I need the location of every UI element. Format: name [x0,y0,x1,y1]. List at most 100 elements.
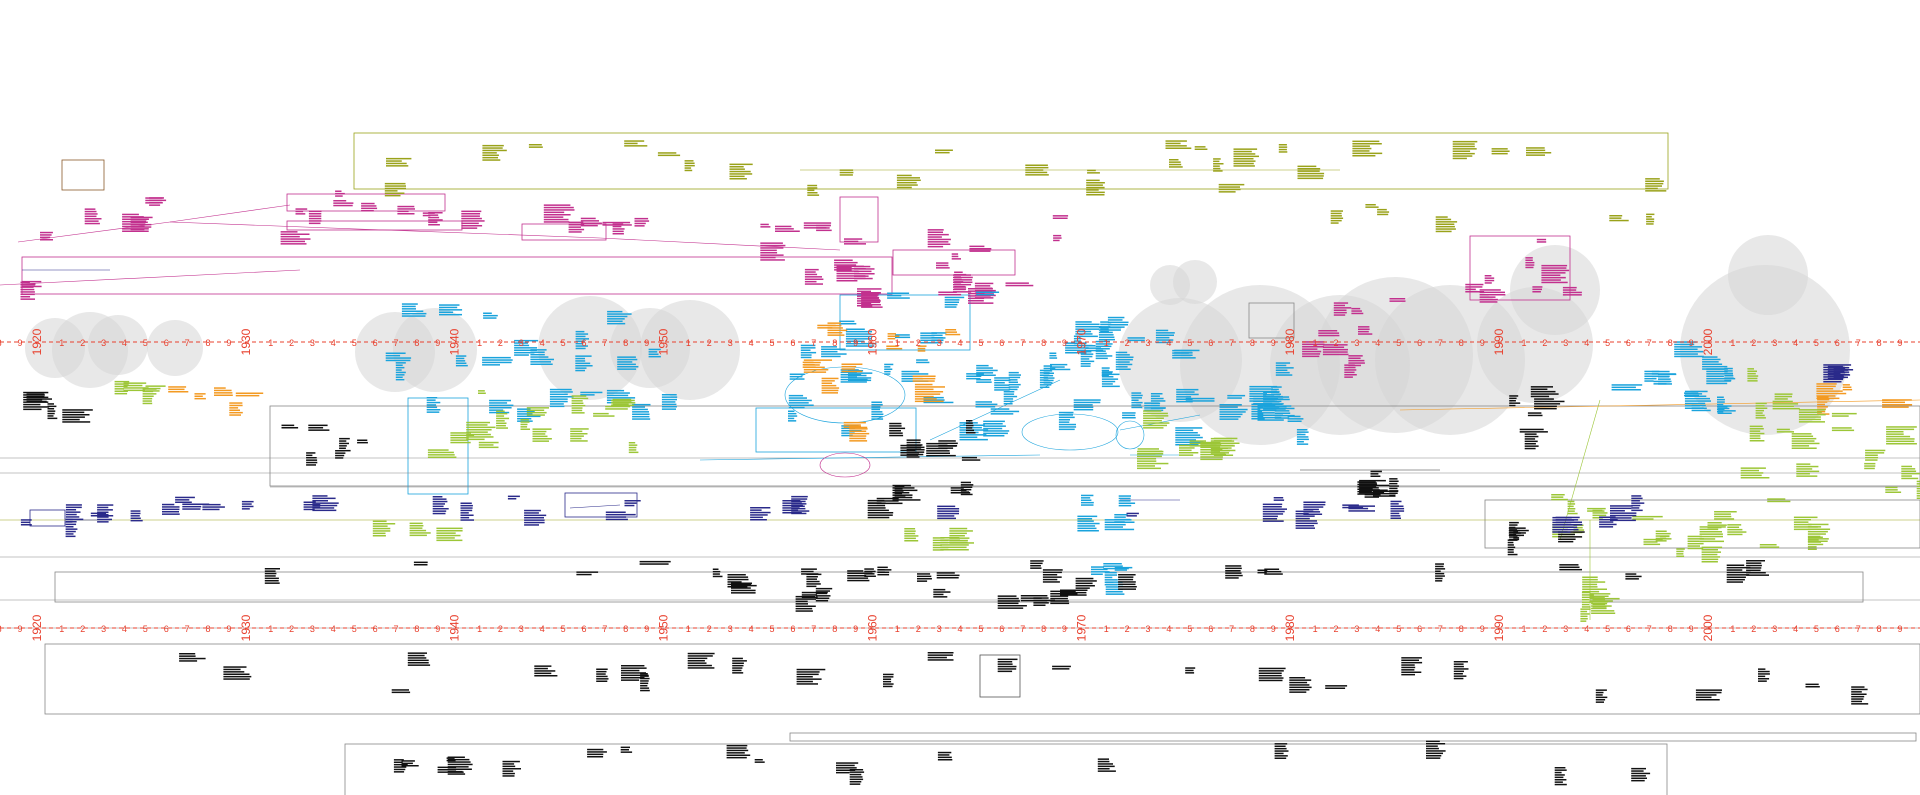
note-line [1643,541,1658,543]
note-line [1389,300,1406,302]
note-line [1219,416,1241,418]
note-line [953,286,967,288]
tick-number: 3 [1772,624,1777,634]
note-line [1452,145,1475,148]
note-line [1755,412,1763,414]
note-line [836,769,856,771]
note-line [1554,774,1565,776]
note-line [1344,364,1355,366]
note-line [1687,542,1704,545]
note-line [1118,502,1136,504]
note-line [854,273,875,275]
note-line [1095,343,1113,345]
note-line [1702,361,1719,363]
note-line [1645,180,1664,182]
note-line [1365,206,1379,208]
note-line [912,377,936,380]
note-line [1823,373,1850,376]
note-line [854,275,869,277]
note-line [867,512,894,514]
tick-number: 3 [1563,624,1568,634]
note-line [1275,369,1288,371]
note-line [1453,677,1464,680]
note-line [461,227,478,229]
note-line [1755,405,1765,407]
note-line [482,159,501,161]
note-line [447,770,463,773]
note-line [1086,186,1105,189]
note-line [628,444,638,446]
note-line [884,373,891,375]
note-line [976,372,994,374]
note-line [1189,440,1206,442]
tick-number: 6 [1417,338,1422,348]
note-line [1213,163,1224,165]
note-line [65,509,77,511]
note-line [1389,487,1398,490]
note-line [927,654,953,656]
note-line [1592,601,1608,603]
note-line [1118,574,1136,576]
note-line [530,363,553,365]
note-line [731,589,756,592]
note-line [632,408,648,411]
note-line [901,378,924,380]
note-line [1524,433,1537,435]
note-line [687,655,713,657]
note-line [867,509,889,512]
note-line [280,240,305,243]
tick-number: 1 [1730,338,1735,348]
note-line [575,360,586,362]
note-line [482,149,507,152]
note-line [886,347,903,350]
note-line [1003,403,1013,405]
note-line [1541,281,1568,284]
note-line [944,299,960,301]
note-line [1352,143,1382,145]
note-line [482,356,511,359]
note-line [1509,533,1517,536]
bubble-15 [1510,245,1600,335]
note-line [1827,370,1845,373]
note-line [976,379,992,381]
tick-number: 1 [477,624,482,634]
tick-number: 7 [1647,624,1652,634]
note-line [447,768,472,770]
note-line [1567,503,1576,505]
note-line [1200,444,1222,446]
note-line [806,583,821,585]
note-line [1257,569,1268,571]
bubble-5 [393,308,477,392]
note-line [1793,516,1818,519]
tick-number: 2 [707,338,712,348]
note-line [395,362,406,364]
note-line [1625,578,1639,580]
note-line [466,424,488,426]
note-line [114,388,124,390]
note-line [1532,286,1543,288]
note-line [949,539,968,542]
note-line [1886,433,1904,435]
note-line [782,509,799,512]
note-line [1357,481,1376,483]
note-line [460,502,472,504]
note-line [791,510,810,512]
note-line [1357,483,1378,486]
note-line [1882,406,1909,408]
note-line [817,327,833,329]
note-line [308,222,321,225]
note-line [1025,169,1044,171]
note-line [308,215,322,217]
note-line [1524,445,1539,447]
note-line [1052,215,1069,217]
note-line [407,664,431,666]
note-line [1580,620,1587,622]
note-line [432,500,448,503]
note-line [864,575,876,577]
note-line [937,756,952,759]
note-line [1684,392,1699,394]
note-line [1646,213,1655,216]
note-line [966,377,981,380]
note-line [1865,459,1878,461]
note-line [596,670,607,673]
